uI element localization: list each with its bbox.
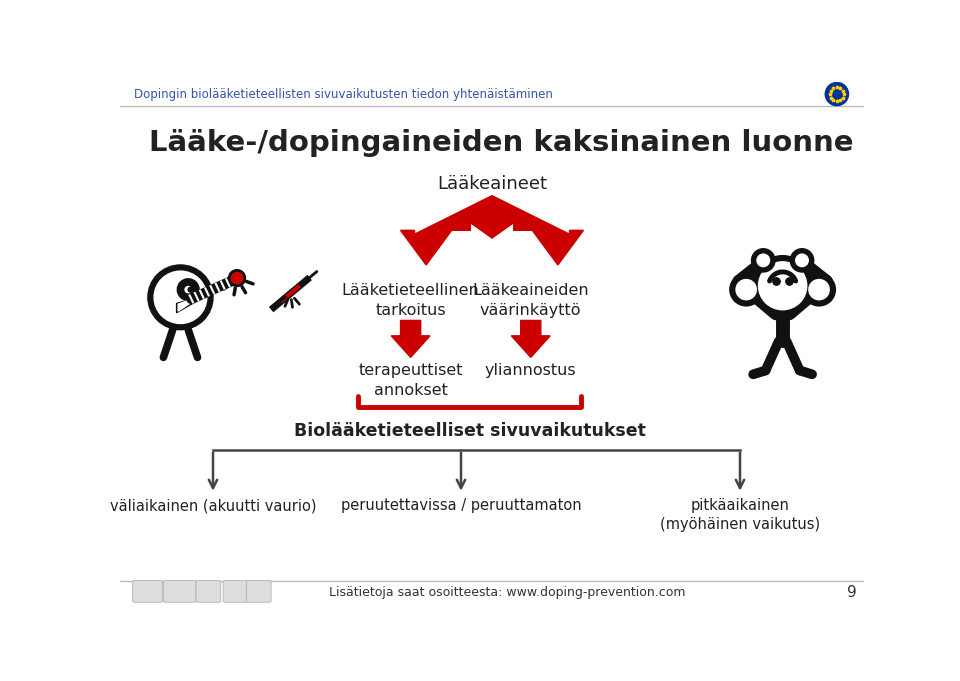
Polygon shape [179,295,203,311]
Circle shape [808,279,829,300]
Text: Dopingin biolääketieteellisten sivuvaikutusten tiedon yhtenäistäminen: Dopingin biolääketieteellisten sivuvaiku… [134,88,553,101]
Circle shape [802,272,836,306]
FancyBboxPatch shape [163,581,196,602]
Circle shape [752,255,814,317]
Text: pitkäaikainen
(myöhäinen vaikutus): pitkäaikainen (myöhäinen vaikutus) [660,498,820,532]
Polygon shape [177,294,210,313]
FancyBboxPatch shape [132,581,162,602]
Circle shape [229,270,245,286]
Circle shape [756,253,770,267]
Text: Lääkeaineet: Lääkeaineet [437,175,547,193]
Text: Lääketieteellinen
tarkoitus: Lääketieteellinen tarkoitus [342,283,479,318]
Text: terapeuttiset
annokset: terapeuttiset annokset [358,363,463,398]
Polygon shape [512,321,550,358]
Text: peruutettavissa / peruuttamaton: peruutettavissa / peruuttamaton [341,498,582,513]
Polygon shape [400,195,584,265]
Polygon shape [392,321,430,358]
Circle shape [180,282,196,298]
Circle shape [751,248,776,272]
Circle shape [757,261,807,311]
Circle shape [789,248,814,272]
FancyBboxPatch shape [247,581,271,602]
Text: yliannostus: yliannostus [485,363,577,378]
Circle shape [795,253,809,267]
Text: väliaikainen (akuutti vaurio): väliaikainen (akuutti vaurio) [109,498,316,513]
Text: 9: 9 [848,585,857,600]
Circle shape [826,82,849,106]
Circle shape [187,287,194,293]
Circle shape [155,271,206,323]
Text: Lisätietoja saat osoitteesta: www.doping-prevention.com: Lisätietoja saat osoitteesta: www.doping… [329,586,685,599]
Text: Lääkeaineiden
väärinkäyttö: Lääkeaineiden väärinkäyttö [472,283,589,318]
Circle shape [148,265,213,330]
Circle shape [735,279,757,300]
Circle shape [730,272,763,306]
FancyBboxPatch shape [196,581,221,602]
Text: Biolääketieteelliset sivuvaikutukset: Biolääketieteelliset sivuvaikutukset [294,422,645,440]
Text: Lääke-/dopingaineiden kaksinainen luonne: Lääke-/dopingaineiden kaksinainen luonne [150,129,854,157]
FancyBboxPatch shape [223,581,248,602]
